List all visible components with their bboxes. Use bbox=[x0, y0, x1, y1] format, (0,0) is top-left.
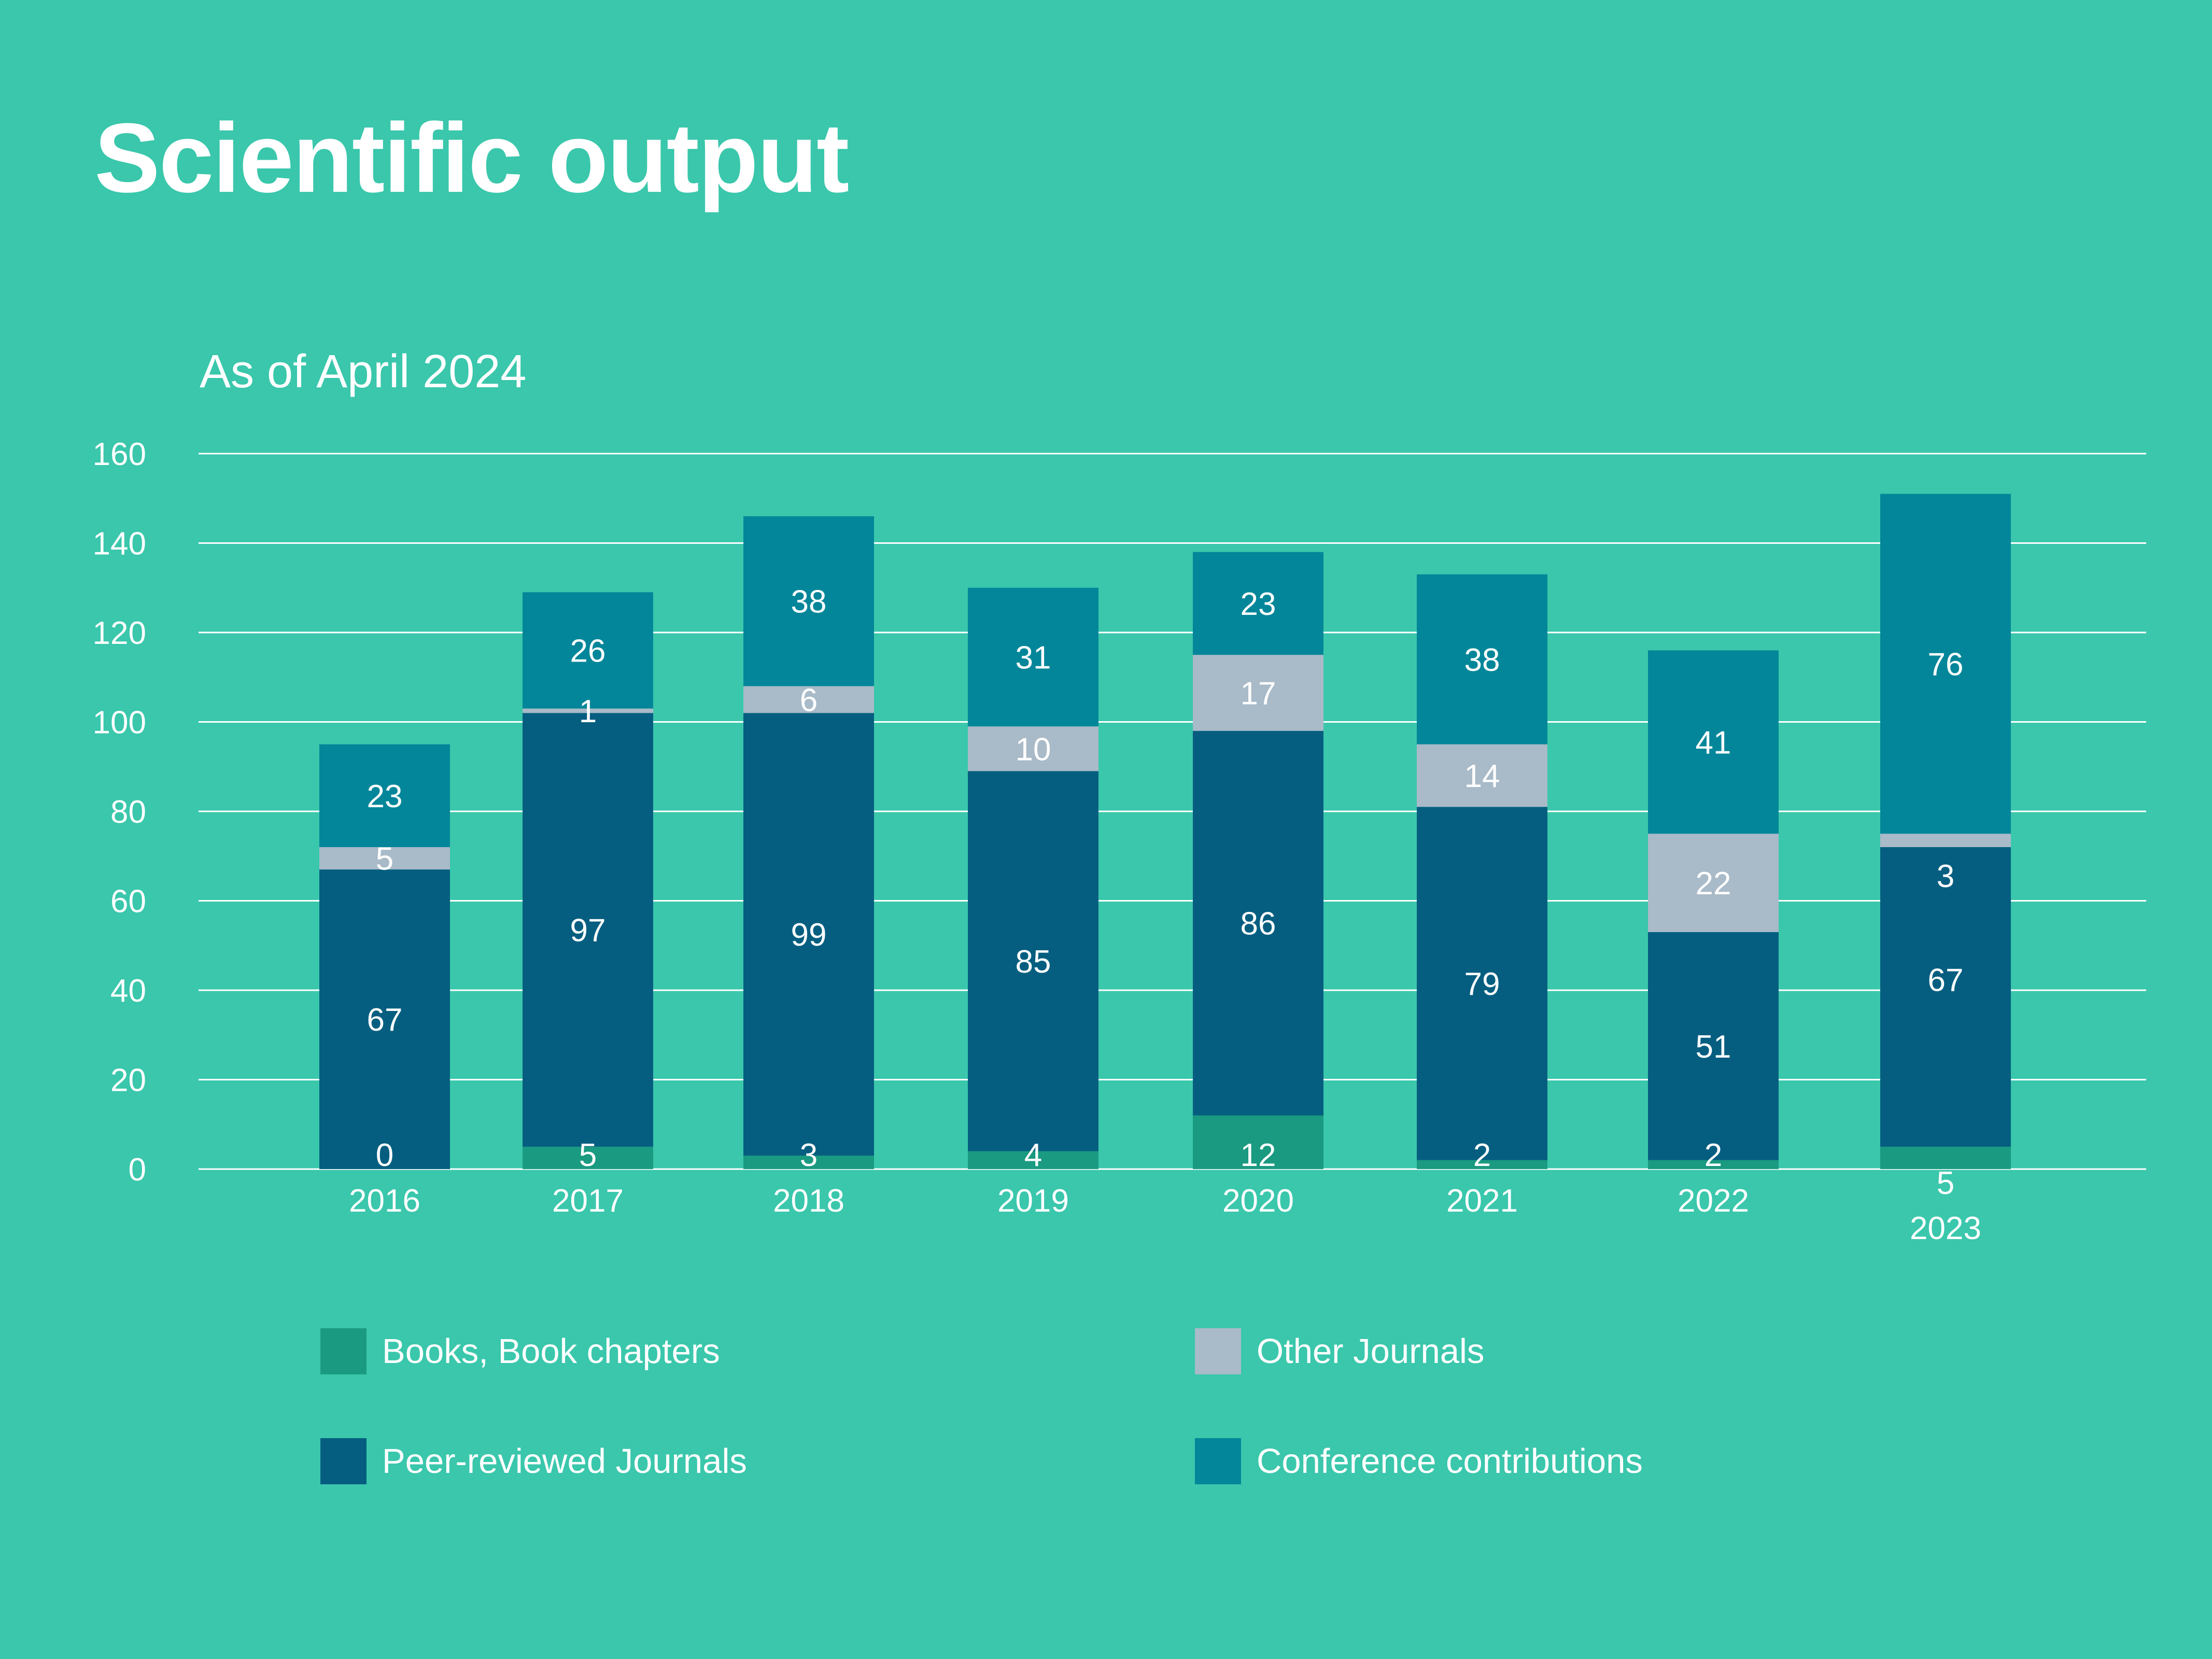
data-label: 23 bbox=[1241, 586, 1276, 622]
bar-segment bbox=[1193, 552, 1323, 655]
bars: 0675235971263996384851031128617232791438… bbox=[319, 494, 2011, 1201]
data-label: 0 bbox=[376, 1137, 393, 1173]
bar-segment bbox=[1193, 655, 1323, 731]
bar-stack-2019: 4 85 10 31 bbox=[968, 587, 1098, 1173]
x-tick-label: 2022 bbox=[1678, 1183, 1749, 1219]
data-label: 5 bbox=[376, 841, 393, 877]
x-tick-label: 2018 bbox=[773, 1183, 844, 1219]
x-tick-label: 2019 bbox=[997, 1183, 1069, 1219]
bar-segment bbox=[1880, 834, 2011, 847]
bar-segment bbox=[968, 587, 1098, 727]
bar-segment bbox=[1648, 1160, 1779, 1169]
bar-segment bbox=[1648, 834, 1779, 932]
data-label: 26 bbox=[570, 634, 606, 669]
data-label: 3 bbox=[800, 1137, 818, 1173]
data-label: 2 bbox=[1704, 1137, 1722, 1173]
bar-segment bbox=[968, 771, 1098, 1151]
bar-segment bbox=[319, 869, 450, 1169]
bar-stack-2020: 12 86 17 23 bbox=[1193, 552, 1323, 1173]
y-tick-label: 160 bbox=[93, 437, 146, 472]
bar-segment bbox=[968, 1151, 1098, 1169]
bar-segment bbox=[1648, 932, 1779, 1160]
x-tick-label: 2017 bbox=[552, 1183, 624, 1219]
bar-stack-2016: 0 67 5 23 bbox=[319, 744, 450, 1173]
data-label: 5 bbox=[1937, 1165, 1954, 1201]
bar-segment bbox=[523, 1146, 653, 1169]
bar-segment bbox=[968, 726, 1098, 771]
data-label: 38 bbox=[791, 584, 827, 620]
data-label: 41 bbox=[1696, 725, 1731, 761]
data-label: 38 bbox=[1464, 642, 1500, 678]
bar-segment bbox=[319, 847, 450, 870]
y-axis: 0 20 40 60 80 100 120 140 160 bbox=[93, 437, 146, 1188]
y-tick-label: 60 bbox=[110, 884, 146, 920]
y-tick-label: 40 bbox=[110, 973, 146, 1009]
chart-subtitle: As of April 2024 bbox=[200, 346, 527, 398]
x-tick-label: 2016 bbox=[349, 1183, 420, 1219]
data-label: 5 bbox=[579, 1137, 597, 1173]
bar-segment bbox=[523, 708, 653, 713]
y-tick-label: 20 bbox=[110, 1063, 146, 1099]
data-label: 14 bbox=[1464, 758, 1500, 794]
data-label: 22 bbox=[1696, 866, 1731, 902]
bar-stack-2022: 2 51 22 41 bbox=[1648, 650, 1779, 1173]
y-tick-label: 100 bbox=[93, 705, 146, 741]
y-tick-label: 0 bbox=[129, 1152, 146, 1188]
data-label: 51 bbox=[1696, 1029, 1731, 1065]
y-tick-label: 140 bbox=[93, 526, 146, 562]
x-tick-label: 2020 bbox=[1222, 1183, 1294, 1219]
x-tick-label: 2023 bbox=[1910, 1211, 1981, 1246]
gridlines bbox=[199, 453, 2146, 1170]
bar-segment bbox=[1417, 744, 1547, 807]
bar-segment bbox=[743, 686, 874, 713]
data-label: 31 bbox=[1016, 640, 1051, 676]
data-label: 12 bbox=[1241, 1137, 1276, 1173]
data-label: 97 bbox=[570, 913, 606, 949]
bar-segment bbox=[319, 744, 450, 847]
bar-segment bbox=[523, 713, 653, 1147]
bar-segment bbox=[743, 516, 874, 686]
data-label: 3 bbox=[1937, 859, 1954, 894]
data-label: 6 bbox=[800, 682, 818, 718]
data-label: 4 bbox=[1024, 1137, 1042, 1173]
bar-segment bbox=[743, 713, 874, 1156]
bar-segment bbox=[1648, 650, 1779, 834]
bar-segment bbox=[1880, 847, 2011, 1147]
data-label: 67 bbox=[367, 1002, 403, 1038]
x-tick-label: 2021 bbox=[1446, 1183, 1518, 1219]
y-tick-label: 120 bbox=[93, 615, 146, 651]
data-label: 67 bbox=[1928, 962, 1964, 998]
data-label: 23 bbox=[367, 779, 403, 814]
data-label: 2 bbox=[1473, 1137, 1491, 1173]
bar-segment bbox=[743, 1156, 874, 1169]
bar-segment bbox=[1193, 1115, 1323, 1169]
data-label: 99 bbox=[791, 917, 827, 953]
bar-stack-2023: 5 67 3 76 bbox=[1880, 494, 2011, 1201]
data-label: 86 bbox=[1241, 906, 1276, 942]
data-label: 85 bbox=[1016, 944, 1051, 980]
data-label: 17 bbox=[1241, 676, 1276, 711]
bar-segment bbox=[523, 592, 653, 709]
data-label: 79 bbox=[1464, 966, 1500, 1002]
bar-segment bbox=[1417, 574, 1547, 744]
data-label: 1 bbox=[579, 694, 597, 729]
chart-title: Scientific output bbox=[94, 103, 849, 213]
bar-segment bbox=[1417, 807, 1547, 1160]
bar-segment bbox=[1417, 1160, 1547, 1169]
bar-segment bbox=[1193, 730, 1323, 1116]
bar-stack-2017: 5 97 1 26 bbox=[523, 592, 653, 1173]
data-label: 76 bbox=[1928, 646, 1964, 682]
y-tick-label: 80 bbox=[110, 794, 146, 830]
bar-stack-2018: 3 99 6 38 bbox=[743, 516, 874, 1173]
x-axis: 2016 2017 2018 2019 2020 2021 2022 2023 bbox=[349, 1183, 1981, 1246]
bar-segment bbox=[1880, 1146, 2011, 1169]
bar-stack-2021: 2 79 14 38 bbox=[1417, 574, 1547, 1173]
bar-segment bbox=[1880, 494, 2011, 834]
data-label: 10 bbox=[1016, 732, 1051, 767]
